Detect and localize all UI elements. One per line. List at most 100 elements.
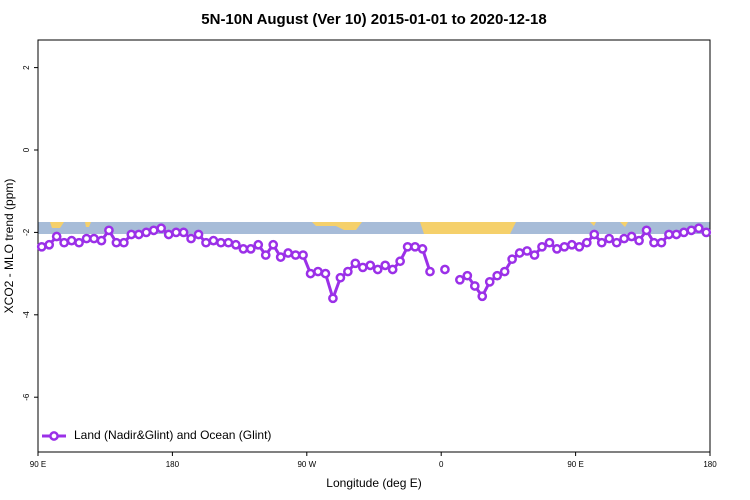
marker <box>372 264 383 275</box>
marker <box>686 225 697 236</box>
marker <box>119 237 129 248</box>
marker <box>671 229 682 240</box>
marker <box>589 229 600 240</box>
marker <box>402 241 413 252</box>
marker <box>380 260 391 271</box>
marker <box>649 237 659 248</box>
marker <box>484 276 495 287</box>
marker <box>425 266 435 277</box>
marker <box>74 237 84 248</box>
marker <box>216 237 226 248</box>
marker <box>253 239 264 250</box>
marker <box>96 235 107 246</box>
y-tick-label: -4 <box>22 311 31 319</box>
marker <box>499 266 510 277</box>
marker <box>283 248 293 258</box>
x-tick-label: 180 <box>166 460 180 469</box>
marker <box>559 241 570 252</box>
marker <box>268 239 279 250</box>
marker <box>611 237 622 248</box>
marker <box>89 233 99 244</box>
marker <box>305 268 316 279</box>
marker <box>133 229 144 240</box>
marker <box>328 293 338 304</box>
y-tick-label: 2 <box>22 65 31 70</box>
marker <box>656 237 667 248</box>
marker <box>634 235 644 246</box>
y-axis-label: XCO2 - MLO trend (ppm) <box>2 179 16 314</box>
marker <box>679 227 689 238</box>
marker <box>522 246 532 256</box>
marker <box>552 244 562 254</box>
marker <box>201 237 211 248</box>
marker <box>529 250 540 260</box>
marker <box>320 268 331 279</box>
marker <box>66 235 77 246</box>
marker <box>350 258 361 269</box>
marker <box>567 239 577 250</box>
marker <box>417 244 428 254</box>
marker <box>574 241 585 252</box>
x-tick-label: 0 <box>439 460 444 469</box>
marker <box>298 250 308 260</box>
x-tick-label: 180 <box>703 460 717 469</box>
x-tick-label: 90 W <box>297 460 316 469</box>
marker <box>238 244 249 254</box>
marker <box>619 233 629 244</box>
marker <box>193 229 204 240</box>
marker <box>163 229 174 240</box>
marker <box>208 235 219 246</box>
chart-title: 5N-10N August (Ver 10) 2015-01-01 to 202… <box>201 11 546 28</box>
x-axis-label: Longitude (deg E) <box>326 476 421 490</box>
marker <box>537 241 547 252</box>
marker <box>44 239 55 250</box>
marker <box>514 248 525 258</box>
marker <box>664 229 674 240</box>
marker <box>290 250 301 260</box>
y-tick-label: -2 <box>22 228 31 236</box>
marker <box>701 227 712 238</box>
marker <box>343 266 353 277</box>
marker <box>51 231 62 242</box>
marker <box>111 237 122 248</box>
legend-label: Land (Nadir&Glint) and Ocean (Glint) <box>74 428 271 442</box>
marker <box>223 237 234 248</box>
marker <box>395 256 405 267</box>
marker <box>171 227 181 238</box>
x-tick-label: 90 E <box>30 460 46 469</box>
marker <box>492 270 503 281</box>
map-strip <box>38 222 710 234</box>
legend-marker <box>49 431 59 441</box>
marker <box>245 244 256 254</box>
marker <box>455 274 465 285</box>
marker <box>335 272 346 283</box>
marker <box>36 241 47 252</box>
x-tick-label: 90 E <box>567 460 583 469</box>
marker <box>462 270 473 281</box>
marker <box>148 225 159 236</box>
marker <box>641 225 652 236</box>
y-tick-label: -6 <box>22 393 31 401</box>
marker <box>313 266 323 277</box>
marker <box>365 260 376 271</box>
marker <box>126 229 137 240</box>
marker <box>626 231 637 242</box>
marker <box>387 264 398 275</box>
marker <box>477 291 488 302</box>
marker <box>141 227 152 238</box>
marker <box>693 223 704 234</box>
marker <box>104 225 114 236</box>
marker <box>596 237 607 248</box>
marker <box>604 233 615 244</box>
marker <box>156 223 167 234</box>
marker <box>186 233 196 244</box>
marker <box>357 262 368 273</box>
marker <box>231 239 241 250</box>
marker <box>469 281 480 291</box>
y-tick-label: 0 <box>22 147 31 152</box>
marker <box>81 233 92 244</box>
marker <box>275 252 286 262</box>
marker <box>260 250 271 260</box>
marker <box>544 237 555 248</box>
